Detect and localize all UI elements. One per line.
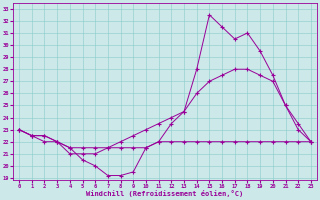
X-axis label: Windchill (Refroidissement éolien,°C): Windchill (Refroidissement éolien,°C) xyxy=(86,190,244,197)
